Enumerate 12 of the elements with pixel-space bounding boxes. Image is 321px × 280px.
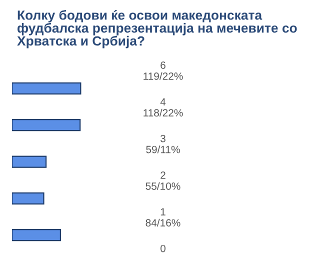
data-label: 84/16% (146, 218, 180, 227)
data-label: 119/22% (144, 72, 183, 80)
y-tick-label: 3 (160, 134, 166, 142)
y-tick-label: 4 (160, 98, 166, 106)
y-tick-label: 2 (160, 171, 166, 179)
y-tick-label: 0 (160, 244, 166, 252)
data-label: 59/11% (146, 146, 180, 154)
data-label: 118/22% (144, 108, 183, 117)
y-tick-label: 6 (160, 61, 166, 69)
data-label: 55/10% (146, 182, 180, 190)
y-tick-label: 1 (160, 208, 166, 216)
text: Колку бодови ќе освои македонската фудбалска репрезентација на мечевите со Хрватска и Србија? (17, 10, 297, 48)
